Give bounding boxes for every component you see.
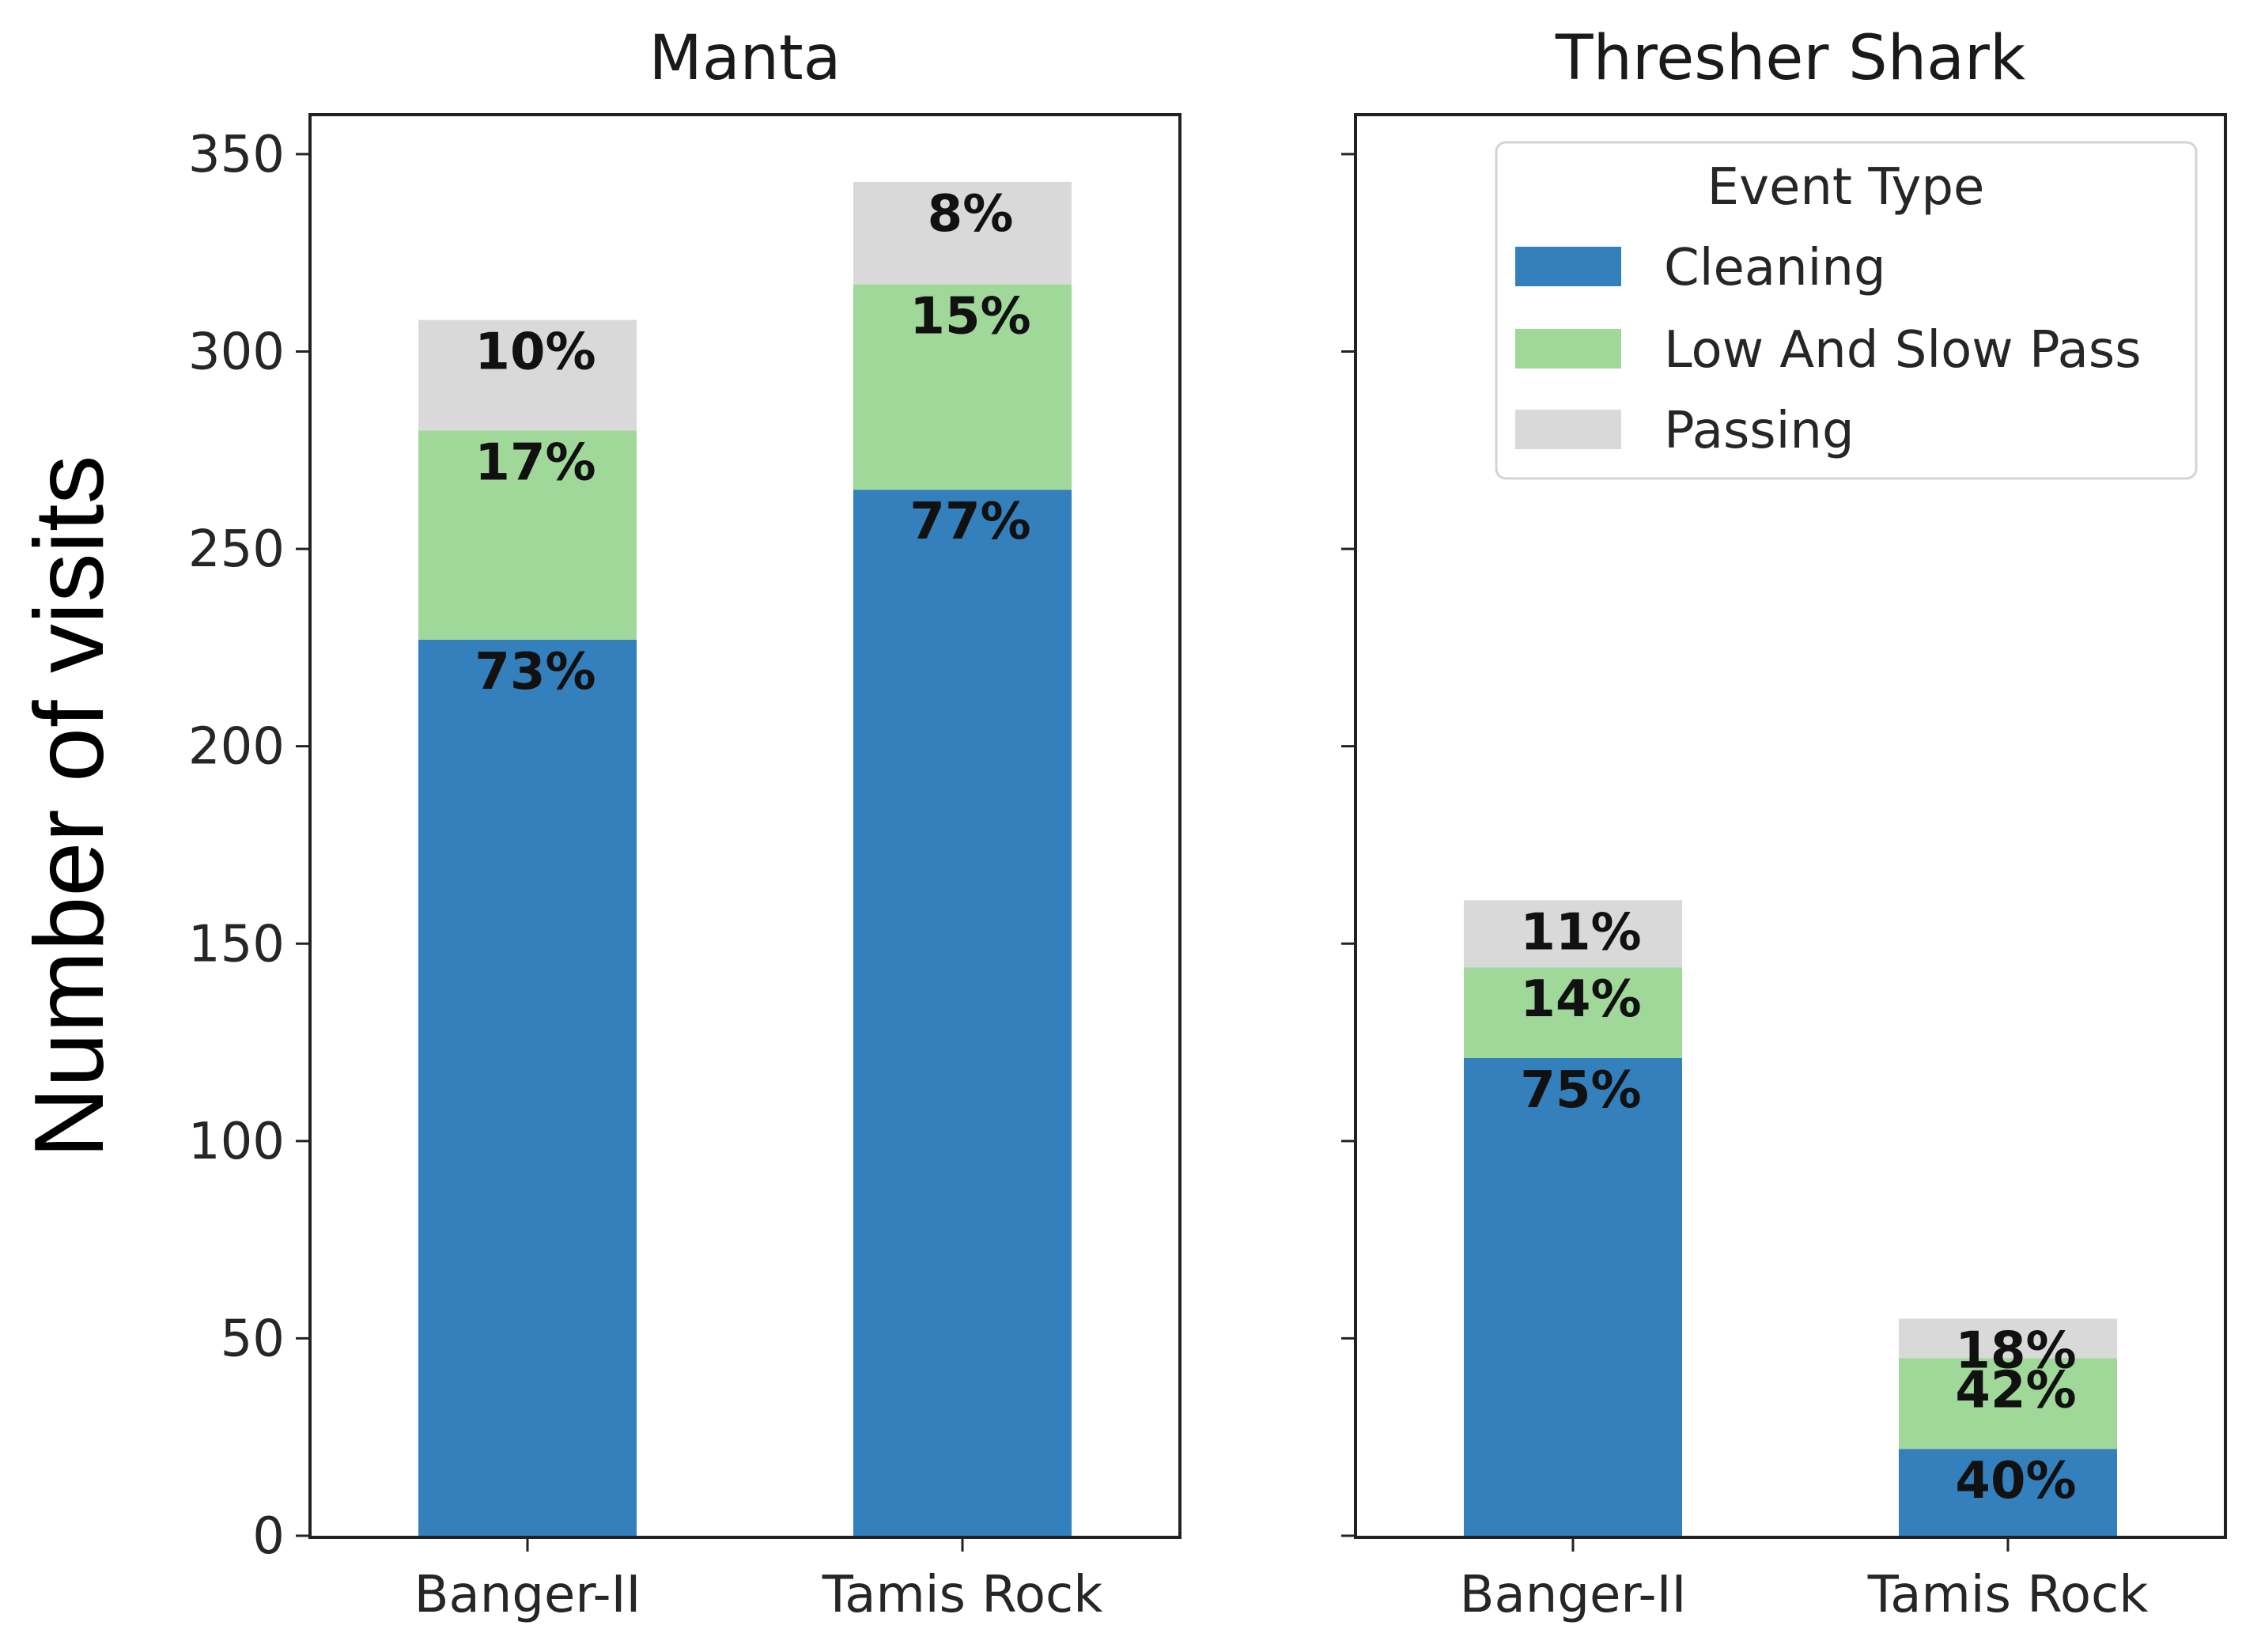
y-tick-label: 300 [188, 323, 285, 382]
panel-title: Thresher Shark [1555, 23, 2025, 94]
percent-label: 8% [928, 185, 1014, 244]
bar-segment-cleaning [853, 490, 1072, 1537]
legend-label: Low And Slow Pass [1664, 321, 2142, 380]
percent-label: 10% [475, 323, 595, 382]
percent-label: 18% [1955, 1321, 2076, 1380]
x-tick-label: Banger-II [414, 1566, 641, 1624]
y-tick-label: 100 [188, 1113, 285, 1171]
y-tick-label: 50 [221, 1310, 285, 1368]
legend-title: Event Type [1707, 158, 1985, 217]
bar-segment-passing [853, 181, 1072, 285]
percent-label: 17% [475, 433, 595, 492]
y-tick-label: 200 [188, 718, 285, 777]
x-tick-label: Tamis Rock [1867, 1566, 2149, 1624]
bar-segment-cleaning [1464, 1058, 1682, 1536]
legend-swatch-cleaning [1515, 247, 1621, 286]
percent-label: 42% [1955, 1361, 2076, 1420]
percent-label: 14% [1520, 970, 1641, 1029]
percent-label: 40% [1955, 1452, 2076, 1510]
percent-label: 15% [909, 288, 1030, 346]
x-tick-label: Banger-II [1460, 1566, 1687, 1624]
plot-frame [1354, 113, 2227, 1539]
legend-swatch-passing [1515, 410, 1621, 449]
panel-title: Manta [649, 23, 841, 94]
bar-segment-low-and-slow-pass [1899, 1358, 2117, 1450]
percent-label: 11% [1520, 903, 1641, 962]
y-axis-label: Number of visits [15, 456, 124, 1159]
y-tick-label: 0 [252, 1507, 285, 1566]
y-tick-label: 150 [188, 915, 285, 973]
bar-segment-passing [418, 319, 637, 431]
bar-segment-low-and-slow-pass [1464, 967, 1682, 1059]
bar-segment-cleaning [1899, 1449, 2117, 1536]
percent-label: 77% [909, 493, 1030, 551]
y-tick-label: 250 [188, 520, 285, 579]
bar-segment-low-and-slow-pass [853, 284, 1072, 490]
x-tick-label: Tamis Rock [822, 1566, 1103, 1624]
percent-label: 73% [475, 643, 595, 701]
legend-label: Cleaning [1664, 239, 1886, 297]
bar-segment-passing [1899, 1318, 2117, 1359]
bar-segment-cleaning [418, 639, 637, 1537]
plot-frame [308, 113, 1182, 1539]
bar-segment-low-and-slow-pass [418, 430, 637, 640]
percent-label: 75% [1520, 1061, 1641, 1120]
legend-label: Passing [1664, 402, 1855, 460]
y-tick-label: 350 [188, 126, 285, 184]
bar-segment-passing [1464, 900, 1682, 968]
legend-swatch-low-and-slow-pass [1515, 329, 1621, 369]
legend-box [1495, 141, 2198, 480]
